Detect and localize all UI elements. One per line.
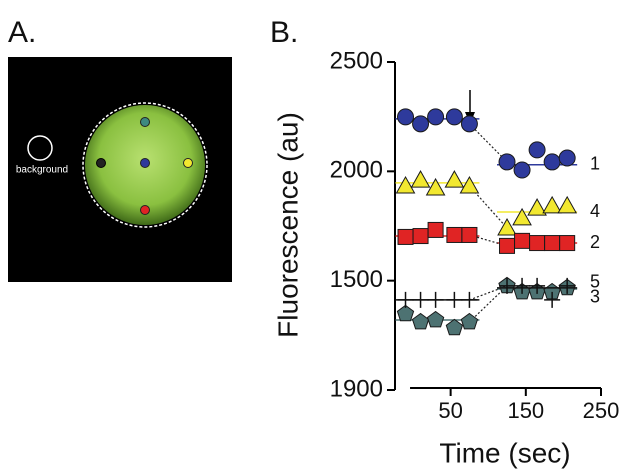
connector: [469, 285, 508, 323]
marker: [446, 291, 463, 308]
background-label: background: [16, 165, 68, 176]
y-tick-label: 1900: [330, 375, 383, 402]
marker: [542, 195, 562, 214]
marker: [513, 161, 531, 179]
x-axis-label: Time (sec): [439, 437, 570, 468]
marker: [557, 195, 578, 214]
marker: [460, 115, 478, 133]
background-roi: [27, 135, 53, 161]
marker: [426, 310, 445, 328]
marker: [410, 170, 431, 188]
y-tick-label: 1500: [330, 266, 383, 293]
marker: [425, 177, 446, 196]
marker: [397, 291, 414, 308]
connector: [469, 285, 508, 301]
marker: [444, 170, 465, 188]
marker: [514, 232, 531, 249]
x-tick-label: 50: [438, 398, 462, 423]
series-label: 5: [590, 272, 600, 292]
marker: [412, 115, 430, 133]
marker: [427, 291, 444, 308]
panel-label: A.: [8, 16, 36, 49]
x-tick-label: 250: [583, 398, 620, 423]
marker: [528, 141, 546, 159]
marker: [397, 108, 415, 126]
connector: [468, 123, 508, 163]
marker: [559, 235, 576, 252]
marker: [497, 217, 517, 236]
marker: [558, 149, 576, 167]
marker: [461, 226, 478, 243]
marker: [445, 318, 464, 336]
series-label: 2: [590, 232, 600, 252]
marker: [529, 277, 546, 294]
marker: [460, 312, 479, 330]
marker: [427, 221, 444, 238]
series-label: 3: [590, 287, 600, 307]
marker: [527, 198, 547, 216]
roi: [140, 158, 150, 168]
series-label: 4: [590, 201, 600, 221]
marker: [499, 237, 516, 254]
marker: [544, 291, 561, 308]
roi: [96, 158, 106, 168]
marker: [396, 304, 415, 322]
marker: [397, 228, 414, 245]
y-axis-label: Fluorescence (au): [272, 112, 303, 338]
marker: [395, 175, 416, 194]
marker: [543, 153, 561, 171]
marker: [544, 235, 561, 252]
x-tick-label: 150: [507, 398, 544, 423]
y-tick-label: 2000: [330, 157, 383, 184]
marker: [498, 153, 516, 171]
cell-outline: [82, 102, 208, 228]
marker: [499, 277, 516, 294]
marker: [446, 226, 463, 243]
marker: [411, 312, 430, 330]
marker: [559, 277, 576, 294]
marker: [512, 207, 532, 226]
marker: [459, 175, 480, 194]
marker: [514, 277, 531, 294]
roi: [140, 117, 150, 127]
marker: [427, 108, 445, 126]
series-label: 1: [590, 154, 600, 174]
y-tick-label: 2500: [330, 47, 383, 74]
marker: [412, 228, 429, 245]
marker: [461, 291, 478, 308]
marker: [412, 291, 429, 308]
roi: [140, 205, 150, 215]
marker: [445, 108, 463, 126]
marker: [529, 235, 546, 252]
roi: [183, 158, 193, 168]
panel-label: B.: [270, 16, 298, 49]
